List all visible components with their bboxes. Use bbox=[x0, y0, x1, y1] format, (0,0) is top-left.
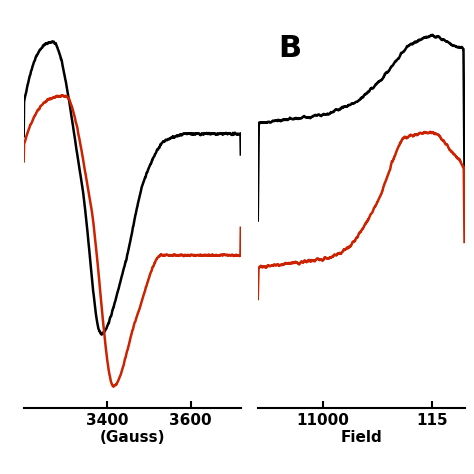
X-axis label: (Gauss): (Gauss) bbox=[100, 430, 165, 445]
Text: B: B bbox=[278, 34, 301, 63]
X-axis label: Field: Field bbox=[340, 430, 382, 445]
